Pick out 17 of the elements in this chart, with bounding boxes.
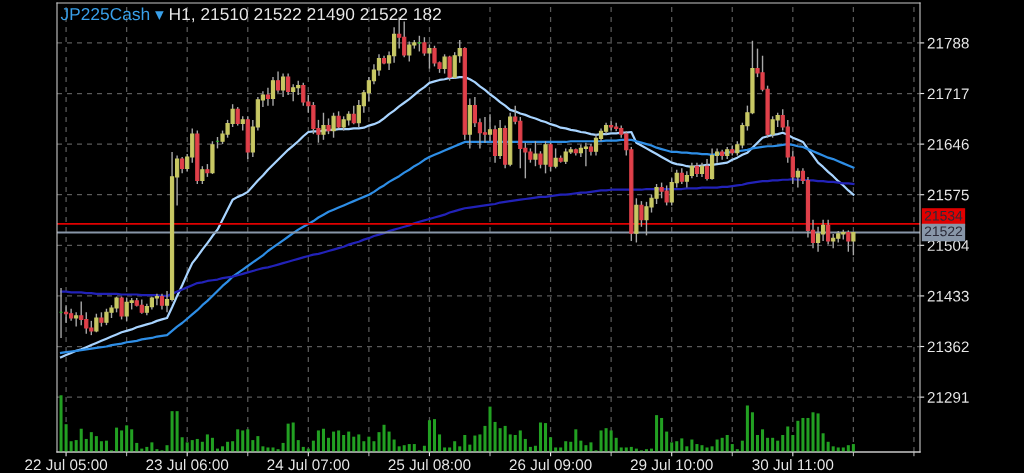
- y-tick-label: 21717: [927, 88, 969, 100]
- y-tick-label: 21362: [927, 341, 969, 353]
- y-tick-label: 21646: [927, 138, 969, 150]
- x-tick-label: 22 Jul 05:00: [25, 458, 108, 471]
- x-tick-label: 30 Jul 11:00: [752, 458, 834, 471]
- x-tick-label: 29 Jul 10:00: [630, 458, 713, 471]
- x-tick-label: 23 Jul 06:00: [146, 458, 229, 471]
- y-tick-label: 21291: [927, 391, 969, 403]
- y-tick-label: 21575: [927, 189, 969, 201]
- y-tick-label: 21433: [927, 290, 969, 302]
- y-tick-label: 21788: [927, 37, 969, 49]
- ref-line-label: 21534: [924, 210, 963, 221]
- x-tick-label: 24 Jul 07:00: [267, 458, 350, 471]
- x-tick-label: 26 Jul 09:00: [509, 458, 592, 471]
- chart-title: JP225Cash ▾ H1, 21510 21522 21490 21522 182: [60, 7, 441, 23]
- ref-line-label: 21522: [924, 226, 963, 237]
- x-tick-label: 25 Jul 08:00: [388, 458, 471, 471]
